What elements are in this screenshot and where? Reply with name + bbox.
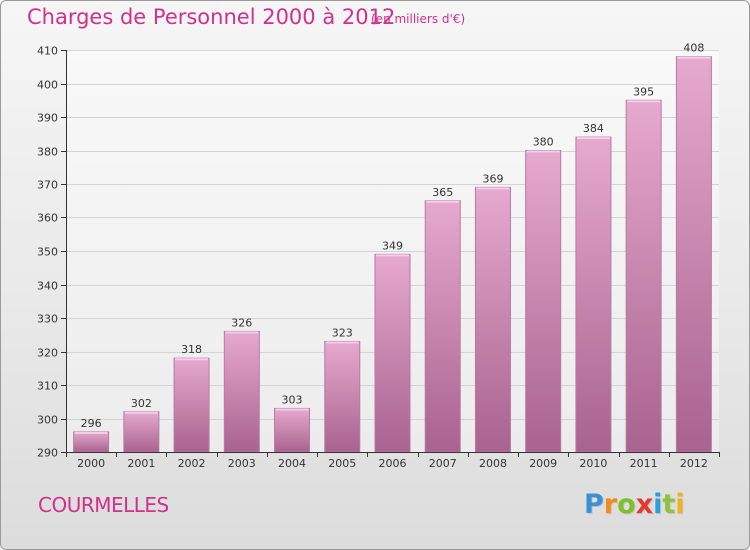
data-label: 384 bbox=[583, 122, 604, 135]
x-tick-label: 2001 bbox=[127, 457, 155, 470]
brand-letter: t bbox=[662, 489, 676, 520]
bar-highlight bbox=[576, 137, 610, 140]
x-tick-label: 2011 bbox=[630, 457, 658, 470]
data-label: 408 bbox=[683, 42, 704, 55]
bar-2004 bbox=[274, 407, 311, 453]
chart-subtitle: (en milliers d'€) bbox=[371, 12, 466, 26]
bar-2010 bbox=[575, 136, 612, 453]
y-tick-label: 340 bbox=[37, 280, 58, 293]
y-tick-label: 350 bbox=[37, 246, 58, 259]
brand-letter: o bbox=[617, 489, 636, 520]
x-tick-label: 2010 bbox=[579, 457, 607, 470]
bar-2012 bbox=[675, 56, 712, 453]
brand-letter: r bbox=[603, 489, 618, 520]
data-label: 302 bbox=[131, 397, 152, 410]
y-tick-label: 410 bbox=[37, 45, 58, 58]
data-label: 323 bbox=[332, 326, 353, 339]
y-axis-ticks: 290 300 310 320 330 340 350 360 370 380 390 400 410 bbox=[37, 45, 66, 460]
bar-2000 bbox=[73, 431, 110, 453]
bar-highlight bbox=[225, 331, 259, 334]
y-tick-label: 330 bbox=[37, 313, 58, 326]
x-tick-label: 2012 bbox=[680, 457, 708, 470]
data-label: 349 bbox=[382, 239, 403, 252]
bar-highlight bbox=[677, 56, 711, 59]
data-label: 318 bbox=[181, 343, 202, 356]
chart-title: Charges de Personnel 2000 à 2012 bbox=[27, 5, 396, 29]
bar-highlight bbox=[476, 187, 510, 190]
bar-highlight bbox=[526, 150, 560, 153]
x-tick-label: 2008 bbox=[479, 457, 507, 470]
bar-highlight bbox=[74, 431, 108, 434]
bar-2011 bbox=[625, 99, 662, 453]
x-tick-label: 2003 bbox=[228, 457, 256, 470]
y-tick-label: 300 bbox=[37, 414, 58, 427]
brand-letter: P bbox=[584, 489, 604, 520]
bar-highlight bbox=[175, 358, 209, 361]
bar-highlight bbox=[627, 100, 661, 103]
y-tick-label: 370 bbox=[37, 179, 58, 192]
x-tick-label: 2007 bbox=[429, 457, 457, 470]
x-tick-label: 2000 bbox=[77, 457, 105, 470]
data-labels: 296 302 318 326 303 323 349 365 369 380 384 395 408 bbox=[81, 42, 705, 430]
data-label: 303 bbox=[282, 393, 303, 406]
data-label: 365 bbox=[432, 186, 453, 199]
bar-highlight bbox=[275, 408, 309, 411]
y-tick-label: 360 bbox=[37, 212, 58, 225]
y-tick-label: 320 bbox=[37, 347, 58, 360]
brand-letter: i bbox=[653, 489, 663, 520]
data-label: 326 bbox=[231, 316, 252, 329]
x-tick-label: 2009 bbox=[529, 457, 557, 470]
y-tick-label: 290 bbox=[37, 447, 58, 460]
y-tick-label: 380 bbox=[37, 146, 58, 159]
y-tick-label: 310 bbox=[37, 380, 58, 393]
brand-letter: x bbox=[635, 489, 654, 520]
x-tick-label: 2006 bbox=[379, 457, 407, 470]
bar-2008 bbox=[474, 186, 511, 453]
data-label: 369 bbox=[482, 172, 503, 185]
x-tick-label: 2005 bbox=[328, 457, 356, 470]
data-label: 395 bbox=[633, 85, 654, 98]
bar-highlight bbox=[124, 411, 158, 414]
bar-2001 bbox=[123, 411, 160, 453]
bars bbox=[73, 56, 712, 453]
y-tick-label: 390 bbox=[37, 112, 58, 125]
x-axis-ticks: 2000 2001 2002 2003 2004 2005 2006 2007 2008 2009… bbox=[66, 452, 720, 470]
bar-highlight bbox=[376, 254, 409, 257]
bar-2007 bbox=[424, 200, 461, 453]
y-tick-label: 400 bbox=[37, 79, 58, 92]
bar-2006 bbox=[374, 253, 411, 453]
brand-logo: Proxiti bbox=[584, 489, 685, 520]
place-name: COURMELLES bbox=[38, 493, 169, 517]
brand-letter: i bbox=[675, 489, 685, 520]
bar-2002 bbox=[173, 357, 210, 453]
data-label: 296 bbox=[81, 417, 102, 430]
bar-2009 bbox=[525, 150, 562, 453]
bar-highlight bbox=[325, 341, 359, 344]
data-label: 380 bbox=[533, 136, 554, 149]
bar-2005 bbox=[324, 340, 361, 453]
x-tick-label: 2004 bbox=[278, 457, 306, 470]
bar-highlight bbox=[426, 200, 460, 203]
axes bbox=[66, 50, 719, 453]
bar-2003 bbox=[223, 330, 260, 453]
x-tick-label: 2002 bbox=[178, 457, 206, 470]
